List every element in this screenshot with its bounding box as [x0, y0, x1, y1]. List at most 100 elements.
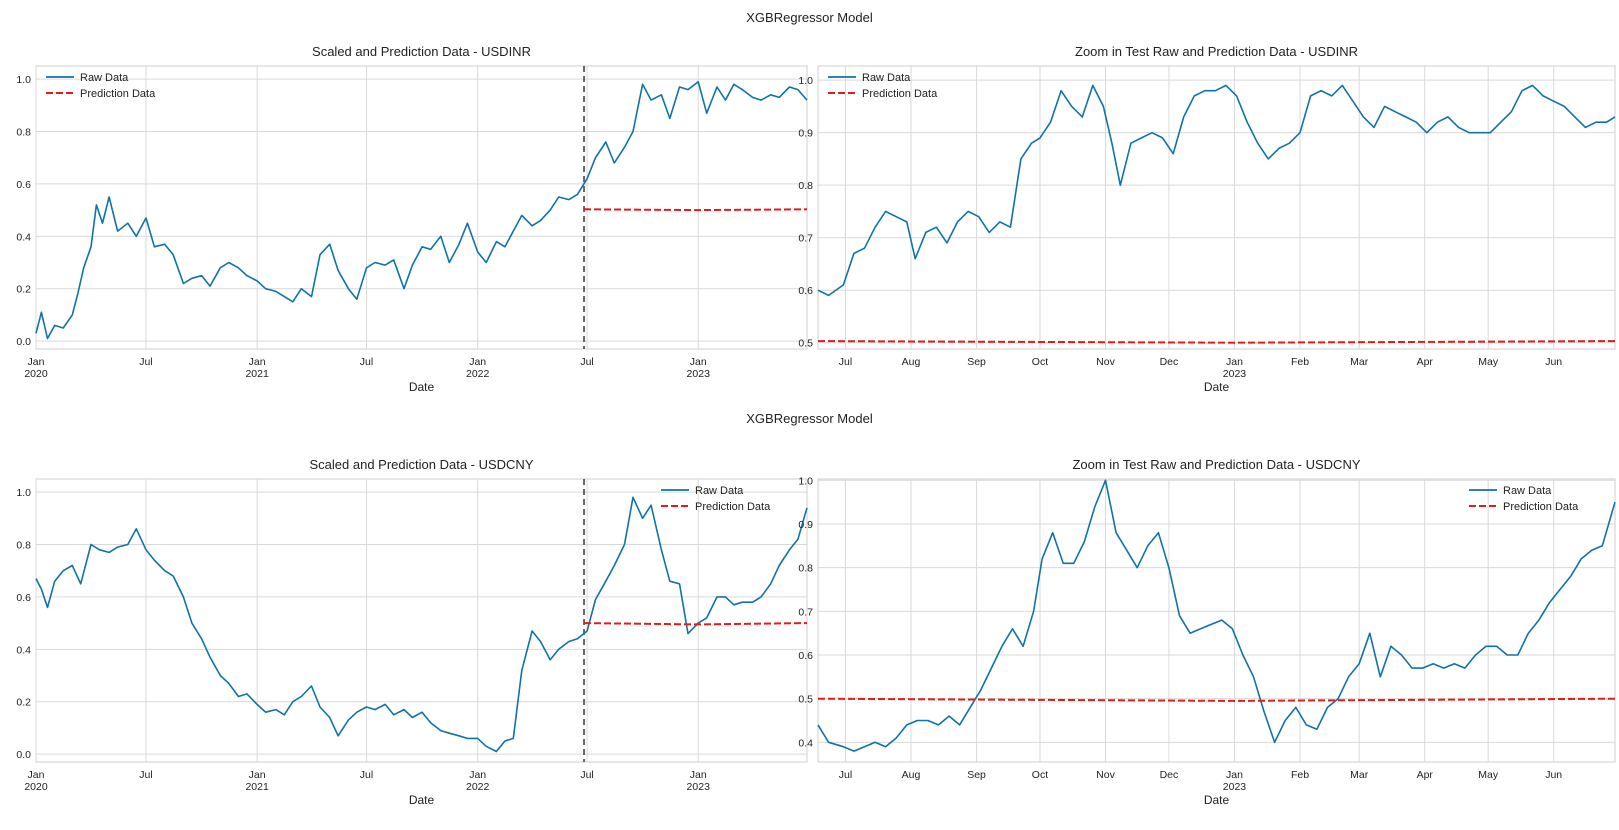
y-tick-label: 0.4 [16, 644, 31, 656]
legend-label: Raw Data [862, 72, 911, 84]
x-tick-label: Oct [1032, 769, 1048, 781]
x-tick-year-label: 2021 [245, 781, 269, 793]
y-tick-label: 0.8 [16, 540, 31, 552]
x-tick-year-label: 2023 [1223, 368, 1247, 380]
x-tick-label: Feb [1291, 769, 1309, 781]
x-tick-label: Jul [360, 356, 373, 368]
prediction-data-line [817, 340, 1616, 344]
x-tick-label: Jul [580, 769, 593, 781]
x-tick-year-label: 2022 [466, 368, 490, 380]
chart-panel-2: 0.5 0.6 0.7 0.8 0.9 1.0 Jul Aug Sep Oct Nov Dec Jan2… [798, 44, 1616, 394]
y-tick-label: 0.7 [798, 606, 813, 618]
x-tick-label: Mar [1350, 356, 1369, 368]
x-axis-label: Date [409, 793, 435, 807]
x-tick-label: Jan [249, 356, 266, 368]
x-tick-year-label: 2020 [24, 368, 48, 380]
y-tick-label: 0.0 [16, 336, 31, 348]
y-tick-label: 0.6 [798, 650, 813, 662]
raw-data-line [35, 80, 808, 340]
prediction-data-line [583, 622, 808, 626]
x-tick-label: Sep [967, 769, 986, 781]
y-tick-label: 0.2 [16, 697, 31, 709]
x-tick-label: Mar [1350, 769, 1369, 781]
legend-label: Raw Data [695, 485, 744, 497]
x-tick-label: Jul [139, 769, 152, 781]
raw-data-line [817, 84, 1616, 297]
x-tick-label: Nov [1096, 769, 1115, 781]
x-tick-label: Jul [580, 356, 593, 368]
x-tick-label: Jan [469, 769, 486, 781]
plot-area [817, 65, 1616, 350]
x-tick-label: Feb [1291, 356, 1309, 368]
x-tick-label: Jan [690, 356, 707, 368]
x-axis-label: Date [1204, 380, 1230, 394]
x-tick-year-label: 2023 [687, 368, 711, 380]
y-tick-label: 0.2 [16, 284, 31, 296]
x-tick-year-label: 2022 [466, 781, 490, 793]
y-tick-label: 0.4 [16, 231, 31, 243]
y-tick-label: 1.0 [16, 74, 31, 86]
x-tick-year-label: 2020 [24, 781, 48, 793]
figure-title-top: XGBRegressor Model [746, 10, 873, 25]
x-tick-label: Jul [360, 769, 373, 781]
x-tick-year-label: 2023 [687, 781, 711, 793]
x-tick-label: Jan [469, 356, 486, 368]
x-tick-label: Jan [1226, 769, 1243, 781]
y-tick-label: 1.0 [798, 75, 813, 87]
y-tick-label: 0.5 [798, 338, 813, 350]
x-tick-label: Dec [1160, 769, 1179, 781]
y-tick-label: 0.6 [16, 592, 31, 604]
raw-data-line [35, 496, 808, 753]
y-tick-label: 0.8 [798, 180, 813, 192]
legend-label: Raw Data [80, 72, 129, 84]
prediction-data-line [583, 208, 808, 212]
x-tick-label: May [1478, 356, 1499, 368]
x-tick-label: Jan [690, 769, 707, 781]
x-tick-label: Aug [902, 769, 921, 781]
x-tick-label: Jul [839, 769, 852, 781]
x-tick-label: Jun [1545, 769, 1562, 781]
y-tick-label: 0.8 [16, 127, 31, 139]
x-tick-label: Sep [967, 356, 986, 368]
x-axis-label: Date [409, 380, 435, 394]
x-tick-label: Oct [1032, 356, 1048, 368]
legend-label: Raw Data [1503, 485, 1552, 497]
x-tick-label: Jan [1226, 356, 1243, 368]
plot-area [817, 478, 1616, 763]
x-tick-year-label: 2021 [245, 368, 269, 380]
chart-title: Scaled and Prediction Data - USDCNY [310, 457, 534, 472]
x-tick-label: Jan [249, 769, 266, 781]
x-tick-label: May [1478, 769, 1499, 781]
y-tick-label: 0.9 [798, 519, 813, 531]
legend-label: Prediction Data [1503, 501, 1579, 513]
plot-area [35, 65, 808, 350]
chart-title: Scaled and Prediction Data - USDINR [312, 44, 531, 59]
y-tick-label: 0.7 [798, 233, 813, 245]
x-tick-label: Jul [139, 356, 152, 368]
y-tick-label: 0.4 [798, 737, 813, 749]
x-tick-label: Aug [902, 356, 921, 368]
y-tick-label: 0.5 [798, 694, 813, 706]
x-tick-label: Dec [1160, 356, 1179, 368]
y-tick-label: 1.0 [16, 487, 31, 499]
chart-title: Zoom in Test Raw and Prediction Data - U… [1072, 457, 1360, 472]
x-tick-label: Nov [1096, 356, 1115, 368]
y-tick-label: 0.6 [798, 285, 813, 297]
raw-data-line [817, 479, 1616, 752]
y-tick-label: 0.0 [16, 749, 31, 761]
x-axis-label: Date [1204, 793, 1230, 807]
y-tick-label: 0.8 [798, 563, 813, 575]
figure-title-bottom: XGBRegressor Model [746, 411, 873, 426]
x-tick-label: Apr [1417, 769, 1434, 781]
legend-label: Prediction Data [80, 88, 156, 100]
y-tick-label: 0.9 [798, 128, 813, 140]
legend-label: Prediction Data [862, 88, 938, 100]
x-tick-label: Jan [28, 769, 45, 781]
x-tick-label: Jun [1545, 356, 1562, 368]
chart-title: Zoom in Test Raw and Prediction Data - U… [1075, 44, 1358, 59]
x-tick-label: Jan [28, 356, 45, 368]
x-tick-label: Apr [1417, 356, 1434, 368]
prediction-data-line [817, 697, 1616, 702]
